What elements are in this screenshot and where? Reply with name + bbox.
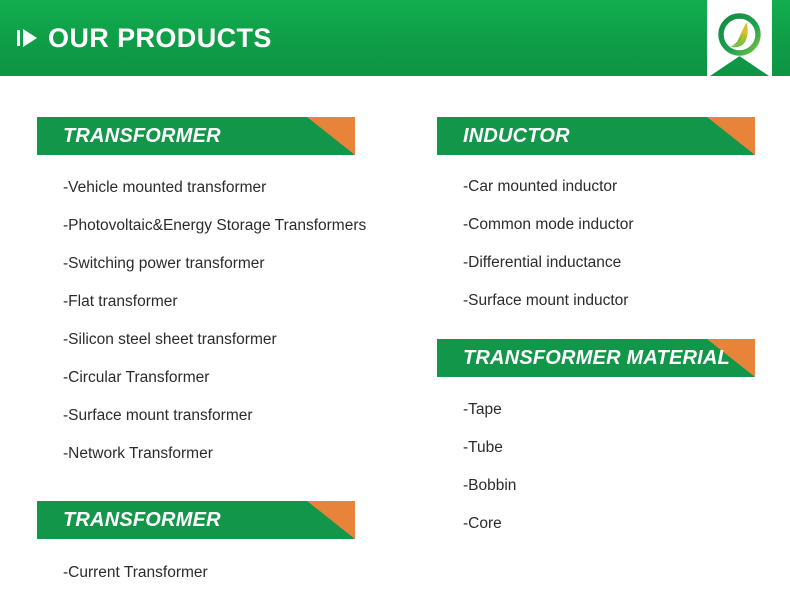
section-title: TRANSFORMER xyxy=(63,125,221,147)
corner-accent-triangle xyxy=(307,501,355,539)
left-column: TRANSFORMER -Vehicle mounted transformer… xyxy=(37,117,367,581)
list-item[interactable]: -Common mode inductor xyxy=(463,216,634,233)
list-item[interactable]: -Surface mount inductor xyxy=(463,292,629,309)
list-item[interactable]: -Current Transformer xyxy=(63,564,208,581)
section-spacer xyxy=(437,331,755,339)
section-header-transformer[interactable]: TRANSFORMER xyxy=(37,117,355,155)
corner-accent-triangle xyxy=(707,339,755,377)
product-list-transformer-2: -Current Transformer xyxy=(37,539,355,581)
corner-accent-triangle xyxy=(307,117,355,155)
list-item[interactable]: -Core xyxy=(463,515,502,532)
page-header-content: OUR PRODUCTS xyxy=(17,0,272,76)
play-triangle-icon xyxy=(17,29,37,47)
list-item[interactable]: -Tape xyxy=(463,401,502,418)
list-item[interactable]: -Differential inductance xyxy=(463,254,622,271)
section-header-transformer-material[interactable]: TRANSFORMER MATERIAL xyxy=(437,339,755,377)
product-list-transformer: -Vehicle mounted transformer -Photovolta… xyxy=(37,155,367,462)
section-title: TRANSFORMER xyxy=(63,509,221,531)
list-item[interactable]: -Circular Transformer xyxy=(63,369,210,386)
list-item[interactable]: -Surface mount transformer xyxy=(63,407,253,424)
section-spacer xyxy=(37,484,355,501)
list-item[interactable]: -Switching power transformer xyxy=(63,255,265,272)
section-header-inductor[interactable]: INDUCTOR xyxy=(437,117,755,155)
list-item[interactable]: -Vehicle mounted transformer xyxy=(63,179,267,196)
section-header-transformer-2[interactable]: TRANSFORMER xyxy=(37,501,355,539)
list-item[interactable]: -Network Transformer xyxy=(63,445,213,462)
list-item[interactable]: -Tube xyxy=(463,439,503,456)
corner-accent-triangle xyxy=(707,117,755,155)
page-title: OUR PRODUCTS xyxy=(48,22,272,53)
right-column: INDUCTOR -Car mounted inductor -Common m… xyxy=(437,117,755,554)
list-item[interactable]: -Flat transformer xyxy=(63,293,178,310)
product-list-transformer-material: -Tape -Tube -Bobbin -Core xyxy=(437,377,755,532)
list-item[interactable]: -Silicon steel sheet transformer xyxy=(63,331,277,348)
list-item[interactable]: -Photovoltaic&Energy Storage Transformer… xyxy=(63,217,367,234)
product-list-inductor: -Car mounted inductor -Common mode induc… xyxy=(437,155,755,309)
section-title: TRANSFORMER MATERIAL xyxy=(463,347,730,369)
list-item[interactable]: -Bobbin xyxy=(463,477,517,494)
company-logo xyxy=(718,13,761,56)
section-title: INDUCTOR xyxy=(463,125,570,147)
page-header-banner: OUR PRODUCTS xyxy=(0,0,790,76)
list-item[interactable]: -Car mounted inductor xyxy=(463,178,618,195)
